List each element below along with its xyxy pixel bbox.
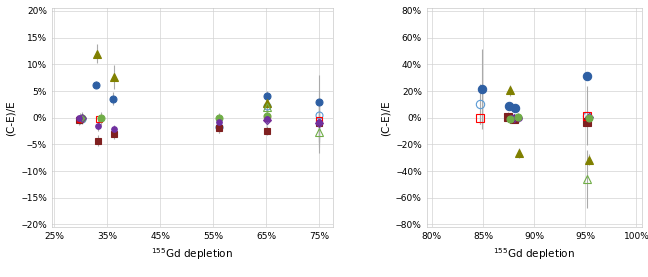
X-axis label: $^{155}$Gd depletion: $^{155}$Gd depletion [493,247,575,262]
X-axis label: $^{155}$Gd depletion: $^{155}$Gd depletion [151,247,233,262]
Y-axis label: (C-E)/E: (C-E)/E [6,100,16,135]
Y-axis label: (C-E)/E: (C-E)/E [380,100,391,135]
